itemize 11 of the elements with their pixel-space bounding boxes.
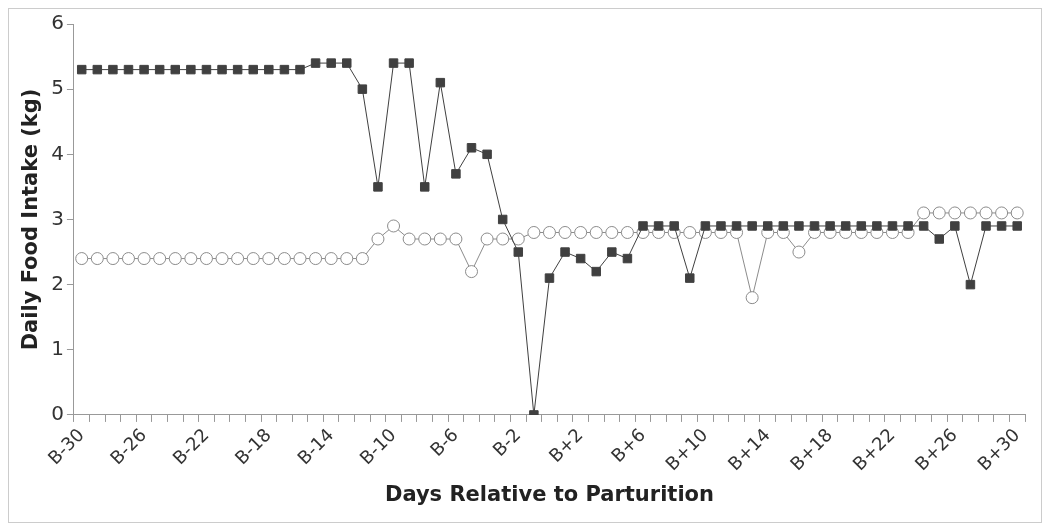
x-axis-title: Days Relative to Parturition [384,481,714,506]
y-tick-label: 0 [51,401,64,426]
y-tick-label: 4 [51,140,64,165]
x-tick-label: B-6 [425,423,463,461]
x-tick-label: B-2 [488,423,525,461]
y-axis-title: Daily Food Intake (kg) [18,88,43,351]
y-tick-label: 2 [51,270,64,295]
y-tick-label: 6 [51,10,64,35]
y-tick-label: 3 [51,205,64,230]
y-tick-label: 5 [51,75,64,100]
y-tick-label: 1 [51,335,64,360]
